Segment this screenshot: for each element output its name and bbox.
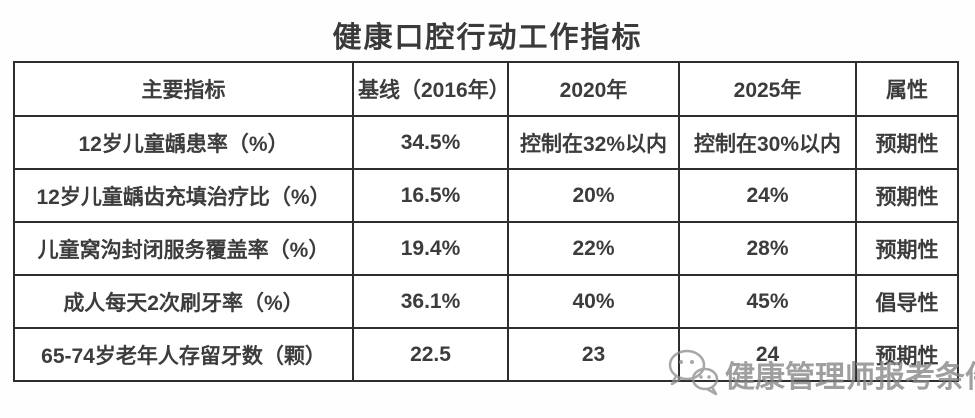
column-header-indicator: 主要指标 (13, 61, 354, 117)
column-header-baseline-2016: 基线（2016年） (352, 61, 510, 117)
cell-2025: 24% (678, 168, 857, 223)
table-row: 65-74岁老年人存留牙数（颗） 22.5 23 24 预期性 (13, 327, 959, 382)
cell-attribute: 倡导性 (855, 274, 959, 329)
cell-indicator: 12岁儿童龋患率（%） (13, 115, 354, 170)
column-header-attribute: 属性 (855, 61, 959, 117)
cell-2020: 20% (507, 168, 680, 223)
cell-baseline: 34.5% (352, 115, 509, 170)
cell-2020: 23 (507, 327, 680, 382)
cell-attribute: 预期性 (855, 221, 959, 276)
cell-attribute: 预期性 (855, 168, 959, 223)
cell-2020: 22% (507, 221, 680, 276)
cell-2025: 28% (678, 221, 857, 276)
cell-indicator: 12岁儿童龋齿充填治疗比（%） (13, 168, 354, 223)
cell-indicator: 65-74岁老年人存留牙数（颗） (13, 327, 354, 382)
cell-2020: 40% (507, 274, 680, 329)
cell-attribute: 预期性 (855, 115, 959, 170)
cell-baseline: 22.5 (352, 327, 509, 382)
table-row: 成人每天2次刷牙率（%） 36.1% 40% 45% 倡导性 (13, 274, 959, 329)
column-header-2020: 2020年 (507, 61, 680, 117)
cell-2025: 45% (678, 274, 857, 329)
table-row: 12岁儿童龋患率（%） 34.5% 控制在32%以内 控制在30%以内 预期性 (13, 115, 959, 170)
cell-2025: 控制在30%以内 (678, 115, 857, 170)
cell-indicator: 儿童窝沟封闭服务覆盖率（%） (13, 221, 354, 276)
page-title: 健康口腔行动工作指标 (332, 22, 643, 54)
header-row: 主要指标 基线（2016年） 2020年 2025年 属性 (13, 61, 959, 117)
cell-2025: 24 (678, 327, 857, 382)
cell-attribute: 预期性 (855, 327, 959, 382)
cell-baseline: 16.5% (352, 168, 509, 223)
cell-baseline: 36.1% (352, 274, 509, 329)
table-row: 儿童窝沟封闭服务覆盖率（%） 19.4% 22% 28% 预期性 (13, 221, 959, 276)
cell-baseline: 19.4% (352, 221, 509, 276)
indicators-table: 主要指标 基线（2016年） 2020年 2025年 属性 12岁儿童龋患率（%… (13, 61, 959, 382)
table-row: 12岁儿童龋齿充填治疗比（%） 16.5% 20% 24% 预期性 (13, 168, 959, 223)
cell-2020: 控制在32%以内 (507, 115, 680, 170)
cell-indicator: 成人每天2次刷牙率（%） (13, 274, 354, 329)
column-header-2025: 2025年 (678, 61, 857, 117)
